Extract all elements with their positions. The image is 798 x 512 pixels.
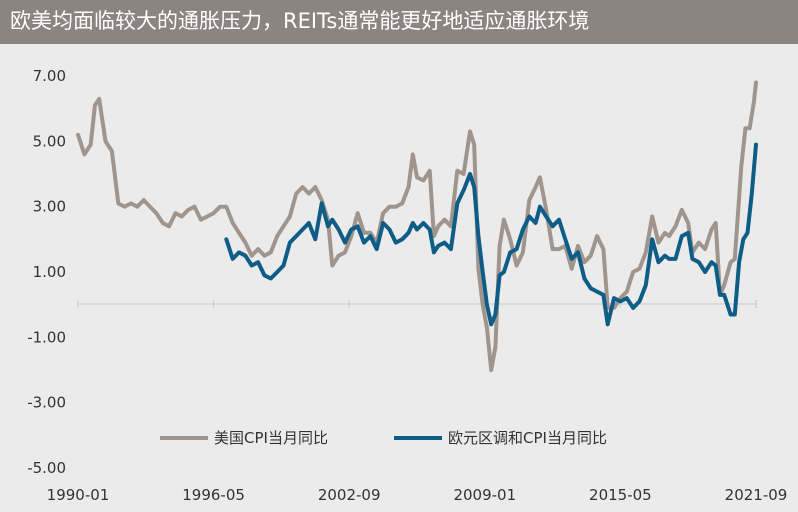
chart-title: 欧美均面临较大的通胀压力，REITs通常能更好地适应通胀环境: [10, 9, 590, 33]
x-tick-label: 2021-09: [725, 486, 788, 504]
x-tick-label: 1996-05: [182, 486, 245, 504]
series-line-2: [224, 142, 758, 327]
y-tick-label: 1.00: [33, 263, 66, 281]
y-tick-label: -1.00: [27, 328, 66, 346]
series-line-1: [76, 80, 758, 372]
y-tick-label: -5.00: [27, 459, 66, 477]
chart-header: 欧美均面临较大的通胀压力，REITs通常能更好地适应通胀环境: [0, 0, 798, 44]
x-tick-label: 2015-05: [589, 486, 652, 504]
x-tick-label: 1990-01: [47, 486, 110, 504]
y-tick-label: 3.00: [33, 198, 66, 216]
legend-label-1: 美国CPI当月同比: [214, 429, 328, 447]
x-tick-label: 2009-01: [453, 486, 516, 504]
x-axis-ticks: 1990-01 1996-05 2002-09 2009-01 2015-05 2021-…: [47, 486, 788, 504]
y-axis-ticks: 7.00 5.00 3.00 1.00 -1.00 -3.00 -5.00: [27, 67, 66, 477]
y-tick-label: 7.00: [33, 67, 66, 85]
x-tick-label: 2002-09: [318, 486, 381, 504]
y-tick-label: 5.00: [33, 132, 66, 150]
y-tick-label: -3.00: [27, 394, 66, 412]
line-chart: 7.005.003.001.00-1.00-3.00-5.00 1990-01 1…: [27, 67, 788, 504]
legend: 美国CPI当月同比 欧元区调和CPI当月同比: [160, 429, 607, 447]
legend-label-2: 欧元区调和CPI当月同比: [448, 429, 607, 447]
series-lines: [76, 80, 758, 372]
